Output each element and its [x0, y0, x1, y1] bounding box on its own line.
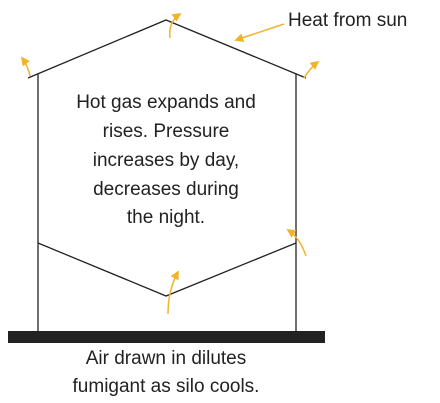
text-line: increases by day,	[93, 150, 239, 171]
silo	[8, 19, 325, 343]
caption-line: fumigant as silo cools.	[73, 376, 260, 397]
ground	[8, 331, 325, 343]
caption-line: Air drawn in dilutes	[86, 348, 247, 369]
arrow	[286, 229, 307, 257]
text-line: decreases during	[93, 179, 239, 200]
roof	[27, 19, 307, 79]
arrow	[234, 23, 285, 42]
text-line: Hot gas expands and	[76, 92, 256, 113]
arrow	[20, 56, 31, 77]
floor	[37, 242, 297, 297]
annotation: Heat from sun	[288, 10, 407, 31]
caption: Air drawn in dilutes fumigant as silo co…	[73, 348, 260, 397]
text-line: rises. Pressure	[103, 121, 230, 142]
text-line: the night.	[127, 207, 205, 228]
arrow	[167, 270, 179, 315]
arrow	[303, 60, 320, 79]
arrow	[168, 13, 182, 39]
inside-text: Hot gas expands and rises. Pressure incr…	[76, 92, 256, 228]
heat-arrows	[20, 13, 320, 315]
